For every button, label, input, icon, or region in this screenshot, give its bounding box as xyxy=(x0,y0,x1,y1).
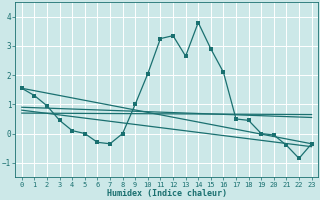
X-axis label: Humidex (Indice chaleur): Humidex (Indice chaleur) xyxy=(107,189,227,198)
